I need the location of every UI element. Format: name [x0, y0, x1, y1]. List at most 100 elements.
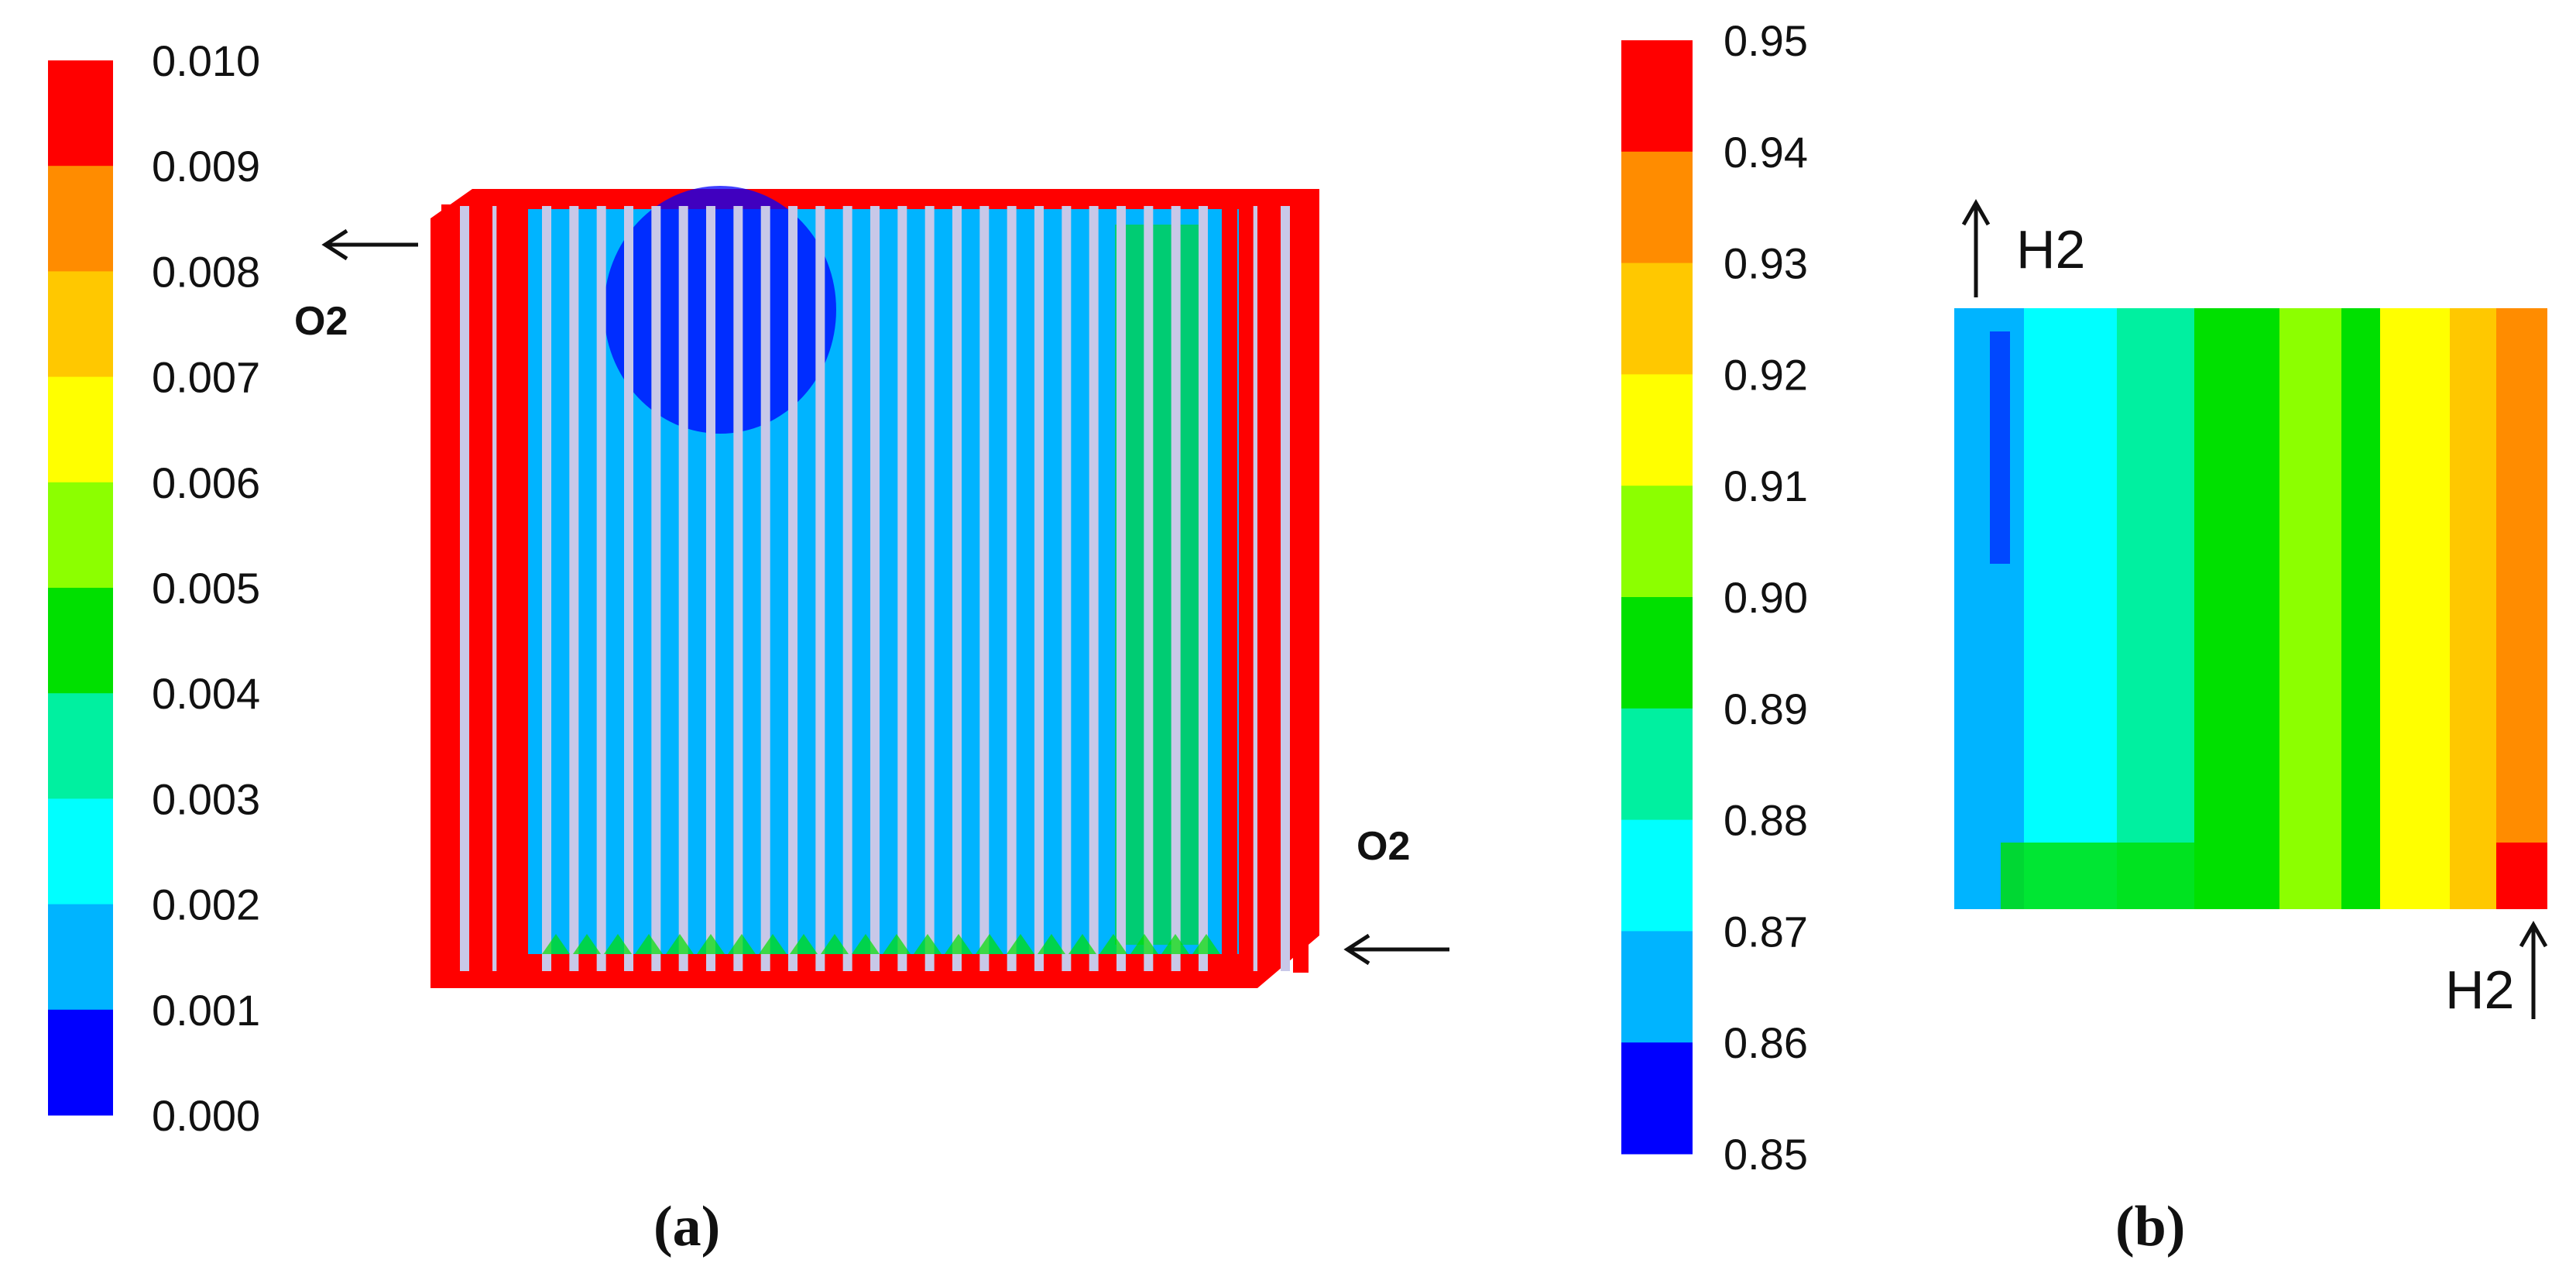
outer-channel: [477, 204, 492, 973]
turn-marker: [573, 934, 601, 954]
outlet-label-a: O2: [294, 299, 348, 344]
colorbar-b-color-band: [1621, 263, 1693, 375]
rib: [788, 206, 797, 971]
turn-marker: [604, 934, 632, 954]
top-arrow-icon: [1961, 198, 1991, 297]
colorbar-a-color-band: [48, 482, 113, 589]
turn-marker: [542, 934, 570, 954]
turn-marker: [759, 934, 787, 954]
colorbar-a-ticks: 0.010 0.009 0.008 0.007 0.006 0.005 0.004 0.003…: [152, 36, 260, 1140]
colorbar-a-tick-label: 0.004: [152, 669, 260, 718]
field-stripe: [2024, 308, 2117, 909]
colorbar-b-ticks: 0.95 0.94 0.93 0.92 0.91 0.90 0.89 0.88 0.87 0.86…: [1724, 16, 1808, 1179]
rib: [979, 206, 990, 971]
turn-marker: [883, 934, 911, 954]
turn-marker: [1038, 934, 1065, 954]
colorbar-b-tick-label: 0.93: [1724, 239, 1808, 288]
outer-channel: [1293, 204, 1309, 973]
rib: [706, 206, 715, 971]
hydrogen-field-b: [1954, 308, 2547, 909]
rib: [1171, 206, 1181, 971]
colorbar-a-tick-label: 0.003: [152, 774, 260, 823]
turn-marker: [1068, 934, 1096, 954]
field-stripe: [2194, 308, 2279, 909]
turn-marker: [1192, 934, 1220, 954]
colorbar-b-color-band: [1621, 486, 1693, 598]
colorbar-b-color-band: [1621, 597, 1693, 709]
turn-marker: [697, 934, 725, 954]
colorbar-b-tick-label: 0.86: [1724, 1018, 1808, 1067]
field-bottom-band: [2001, 843, 2248, 909]
rib: [542, 206, 551, 971]
colorbar-b-tick-label: 0.88: [1724, 796, 1808, 845]
colorbar-b-tick-label: 0.94: [1724, 128, 1808, 177]
field-stripe: [2450, 308, 2496, 909]
rib: [569, 206, 579, 971]
colorbar-a-color-band: [48, 166, 113, 272]
outer-channel: [441, 204, 457, 973]
flow-field-a: [430, 186, 1319, 988]
turn-marker: [1130, 934, 1158, 954]
colorbar-b-color-band: [1621, 151, 1693, 264]
colorbar-b-color-band: [1621, 708, 1693, 821]
colorbar-a-tick-label: 0.008: [152, 247, 260, 296]
rib: [678, 206, 688, 971]
turn-marker: [914, 934, 942, 954]
turn-marker: [821, 934, 849, 954]
rib: [952, 206, 962, 971]
colorbar-a: [48, 60, 113, 1116]
turn-marker: [790, 934, 818, 954]
colorbar-a-tick-label: 0.009: [152, 142, 260, 191]
rib: [1199, 206, 1208, 971]
low-concentration-zone: [604, 186, 836, 434]
field-stripe: [2380, 308, 2450, 909]
rib: [733, 206, 743, 971]
rib: [760, 206, 770, 971]
field-stripe: [2341, 308, 2380, 909]
colorbar-a-tick-label: 0.000: [152, 1091, 260, 1140]
rib: [870, 206, 880, 971]
bottom-arrow-icon: [2519, 920, 2548, 1019]
rib: [1144, 206, 1154, 971]
colorbar-b-color-band: [1621, 1042, 1693, 1155]
colorbar-a-tick-label: 0.001: [152, 986, 260, 1035]
rib: [842, 206, 852, 971]
high-concentration-zone: [1115, 225, 1208, 945]
colorbar-a-color-band: [48, 588, 113, 694]
colorbar-b: [1621, 40, 1693, 1155]
rib: [1007, 206, 1017, 971]
field-stripe: [2117, 308, 2194, 909]
colorbar-b-tick-label: 0.87: [1724, 907, 1808, 956]
field-stripe: [2279, 308, 2341, 909]
rib: [1062, 206, 1072, 971]
caption-a: (a): [653, 1195, 720, 1258]
rib: [1116, 206, 1126, 971]
rib: [651, 206, 661, 971]
field-hot-corner: [2496, 843, 2547, 909]
turn-marker: [976, 934, 1003, 954]
outer-channel: [513, 204, 528, 973]
top-label-b: H2: [2016, 219, 2085, 280]
colorbar-a-tick-label: 0.010: [152, 36, 260, 85]
turn-marker: [1099, 934, 1127, 954]
colorbar-a-tick-label: 0.007: [152, 353, 260, 402]
colorbar-b-color-band: [1621, 931, 1693, 1043]
rib: [624, 206, 633, 971]
colorbar-a-tick-label: 0.006: [152, 458, 260, 507]
colorbar-b-tick-label: 0.85: [1724, 1130, 1808, 1179]
colorbar-a-tick-label: 0.005: [152, 564, 260, 613]
turn-marker: [1161, 934, 1189, 954]
colorbar-a-tick-label: 0.002: [152, 881, 260, 929]
rib: [1281, 206, 1290, 971]
rib: [1089, 206, 1099, 971]
turn-marker: [852, 934, 880, 954]
outer-channel: [1222, 204, 1237, 973]
inlet-arrow-icon: [1343, 933, 1449, 966]
colorbar-b-color-band: [1621, 819, 1693, 932]
colorbar-a-color-band: [48, 60, 113, 166]
field-stripe: [1954, 308, 2024, 909]
turn-marker: [728, 934, 756, 954]
rib: [1034, 206, 1044, 971]
colorbar-b-color-band: [1621, 40, 1693, 153]
